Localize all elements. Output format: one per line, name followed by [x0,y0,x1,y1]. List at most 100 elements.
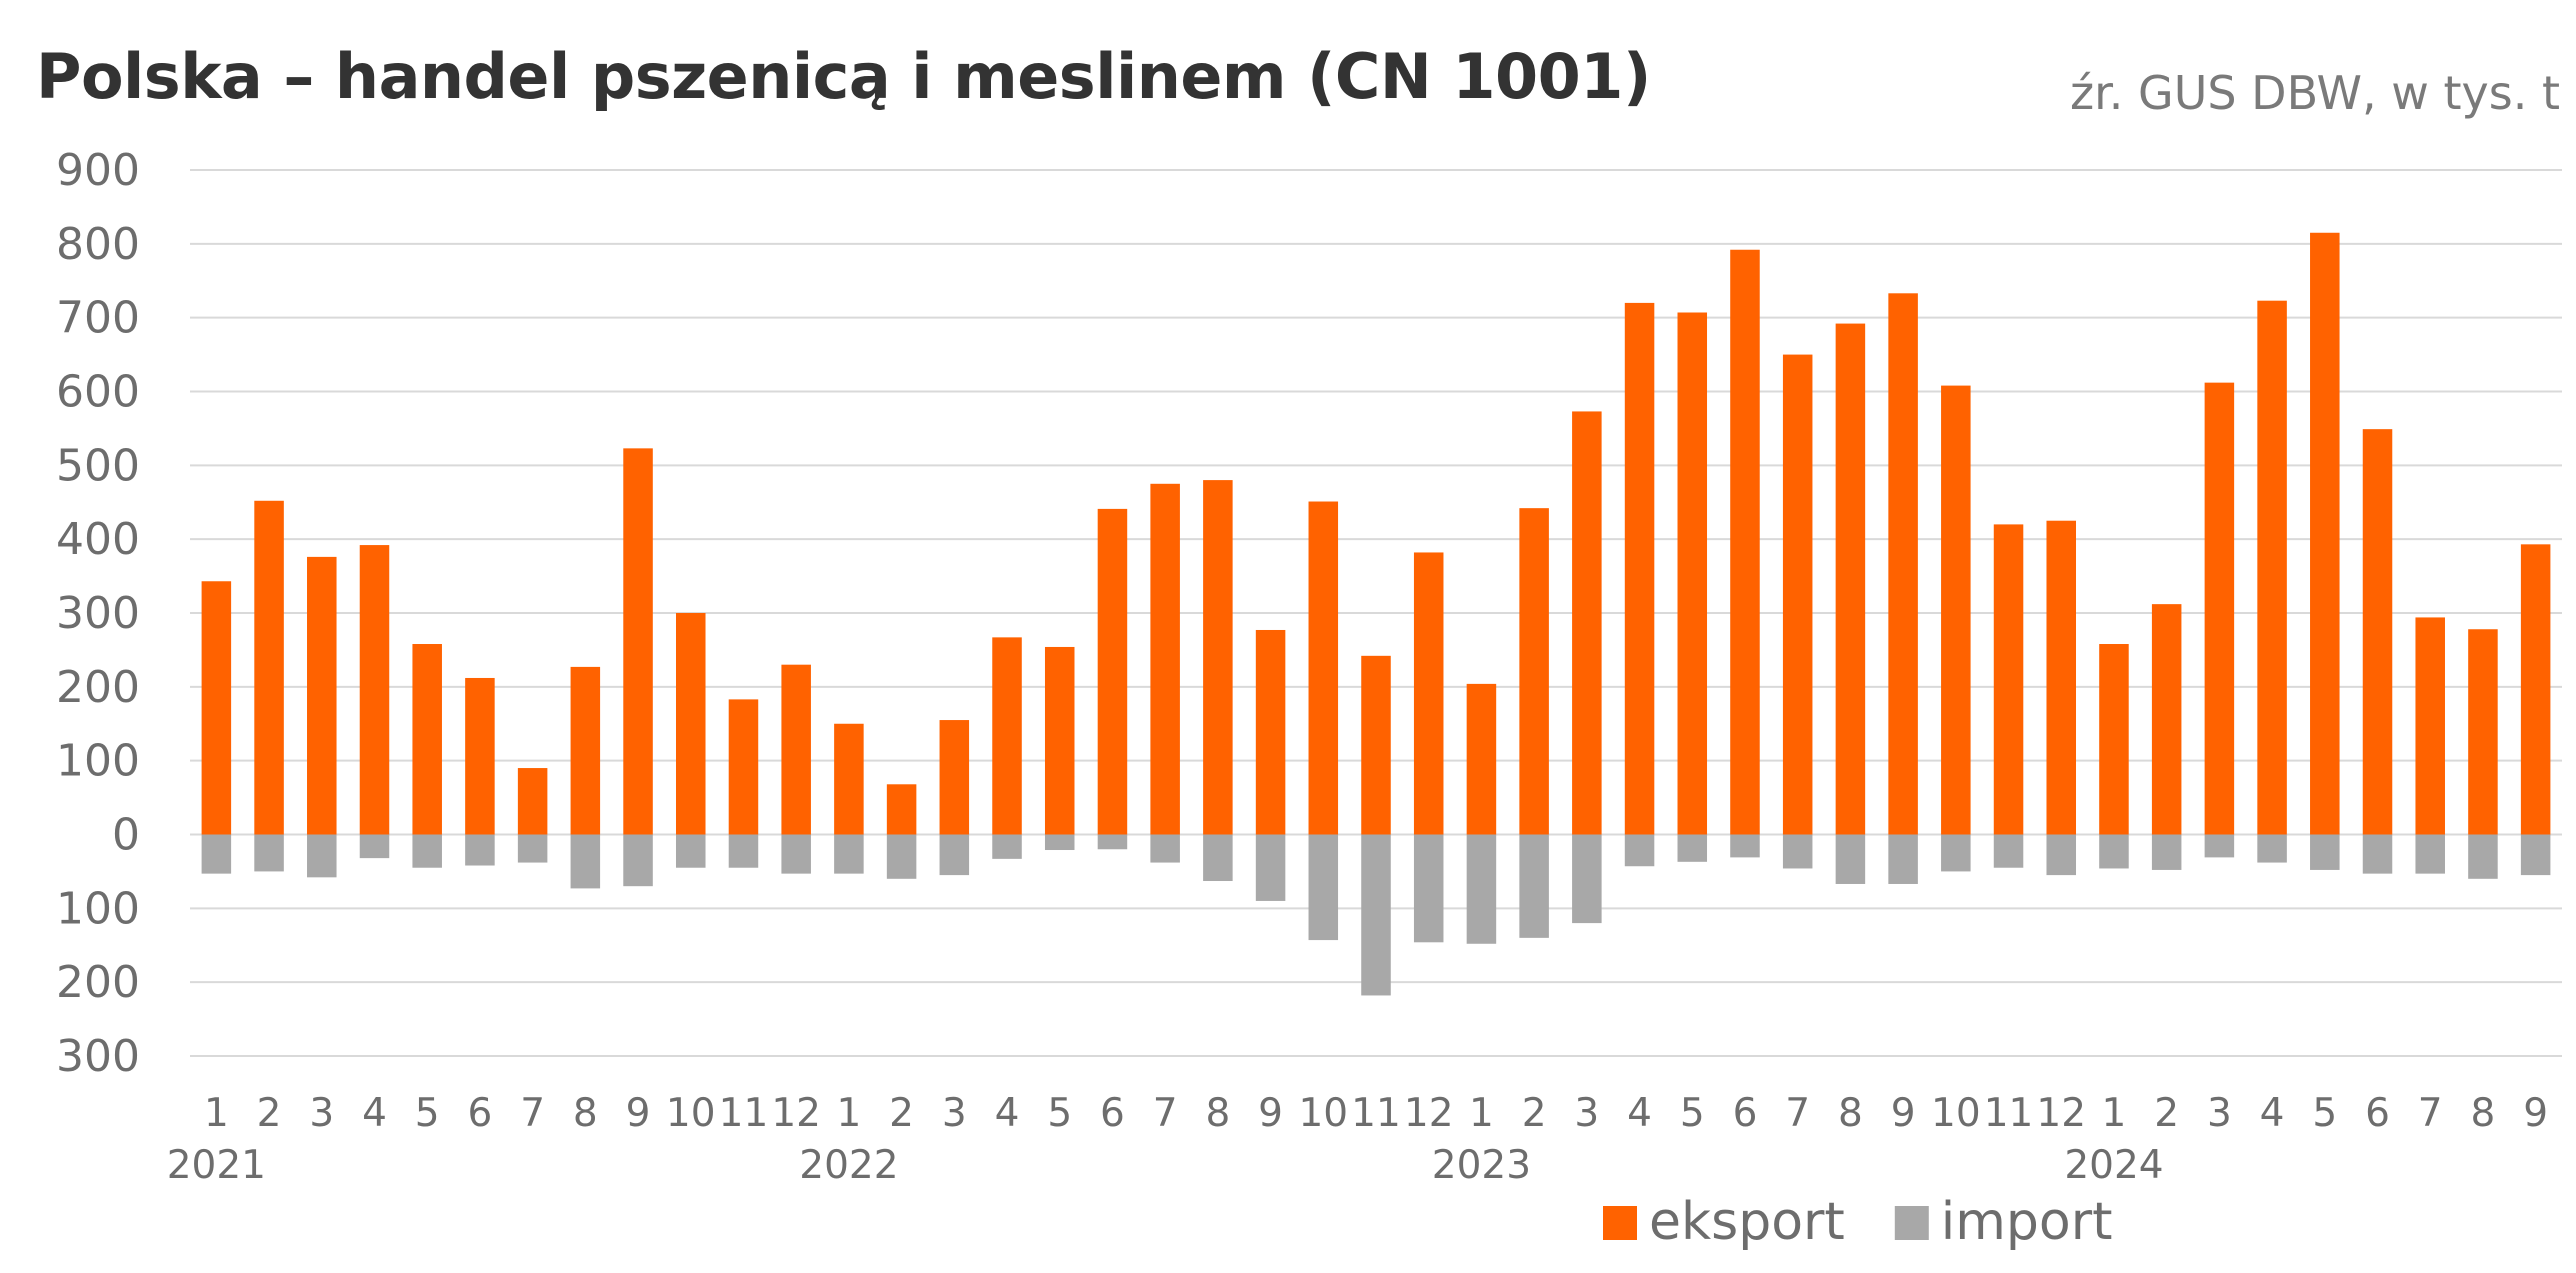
bar-eksport [1572,411,1602,835]
bar-import [1097,834,1128,850]
bar-eksport [1730,249,1760,835]
bar-import [1466,834,1497,944]
x-tick-label: 12 [2036,1091,2086,1136]
bar-eksport [2257,300,2287,835]
bar-import [1941,834,1971,872]
bar-import [1150,834,1180,863]
x-tick-label: 2 [2154,1091,2179,1136]
bar-eksport [517,768,548,835]
x-tick-label: 11 [1351,1091,1401,1136]
bar-import [886,834,917,879]
bar-import [1519,834,1549,938]
y-tick-label: 500 [56,440,140,491]
x-tick-label: 7 [1153,1091,1178,1136]
bar-import [2257,834,2287,863]
bar-import [1572,834,1602,924]
bar-eksport [2204,382,2235,835]
x-tick-label: 7 [2418,1091,2443,1136]
y-tick-label: 600 [56,367,140,418]
x-tick-label: 1 [836,1091,861,1136]
bar-import [201,834,232,874]
bar-import [1203,834,1233,882]
y-tick-label: 200 [56,662,140,713]
bar-eksport [781,664,811,835]
bar-import [939,834,970,876]
bar-eksport [1203,480,1233,835]
x-tick-label: 7 [520,1091,545,1136]
legend-label-eksport: eksport [1649,1192,1845,1252]
bar-import [1677,834,1708,862]
bar-eksport [1044,646,1075,835]
bar-eksport [1888,293,1918,835]
x-tick-label: 4 [1627,1091,1652,1136]
bar-eksport [1941,385,1971,835]
legend-swatch-import [1894,1206,1929,1240]
x-tick-label: 4 [362,1091,387,1136]
x-tick-label: 3 [1574,1091,1599,1136]
bar-eksport [1150,483,1180,835]
bar-eksport [1308,501,1339,835]
bar-eksport [1624,302,1655,835]
bar-import [675,834,706,868]
y-tick-label: 400 [56,514,140,565]
bar-eksport [623,448,653,835]
x-tick-label: 2 [889,1091,914,1136]
bar-eksport [992,637,1022,835]
bar-import [2099,834,2129,869]
bar-eksport [1993,524,2024,835]
bar-eksport [570,666,601,835]
year-label: 2022 [799,1143,898,1188]
x-tick-label: 2 [1522,1091,1547,1136]
x-tick-label: 12 [771,1091,821,1136]
y-tick-label: 700 [56,293,140,344]
bar-eksport [2099,644,2129,835]
y-tick-label: 100 [56,883,140,934]
bar-eksport [465,677,495,835]
x-tick-label: 2 [257,1091,282,1136]
x-tick-label: 8 [1838,1091,1863,1136]
bar-eksport [2362,429,2393,835]
x-tick-label: 4 [2260,1091,2285,1136]
bar-eksport [1782,354,1813,835]
bar-eksport [1361,655,1391,835]
chart-title: Polska – handel pszenicą i meslinem (CN … [36,40,1651,113]
x-tick-label: 9 [1258,1091,1283,1136]
bar-import [517,834,548,863]
y-tick-label: 300 [56,1031,140,1082]
bar-eksport [201,581,232,835]
bar-import [1361,834,1391,996]
x-tick-label: 6 [467,1091,492,1136]
x-tick-label: 10 [1931,1091,1981,1136]
y-tick-label: 900 [56,145,140,196]
bar-import [2204,834,2235,858]
bar-import [1413,834,1444,943]
bar-import [728,834,759,868]
bar-import [465,834,495,866]
bar-import [2520,834,2551,876]
bar-eksport [2468,629,2498,835]
bar-import [359,834,390,859]
bar-import [1730,834,1760,858]
x-tick-label: 5 [1680,1091,1705,1136]
x-tick-label: 7 [1785,1091,1810,1136]
x-tick-label: 9 [626,1091,651,1136]
x-tick-label: 8 [1205,1091,1230,1136]
x-tick-label: 6 [1100,1091,1125,1136]
x-tick-label: 3 [2207,1091,2232,1136]
x-tick-label: 8 [2471,1091,2496,1136]
legend-swatch-eksport [1603,1206,1637,1240]
bar-eksport [2310,232,2340,835]
x-tick-label: 9 [2523,1091,2548,1136]
bar-import [781,834,811,874]
y-tick-label: 300 [56,588,140,639]
bar-import [1835,834,1866,884]
bar-import [1308,834,1339,941]
bars [201,232,2551,996]
bar-import [1044,834,1075,851]
x-tick-label: 8 [573,1091,598,1136]
bar-eksport [1466,683,1497,835]
bar-eksport [2520,544,2551,835]
chart-source-note: źr. GUS DBW, w tys. t [2069,66,2560,120]
